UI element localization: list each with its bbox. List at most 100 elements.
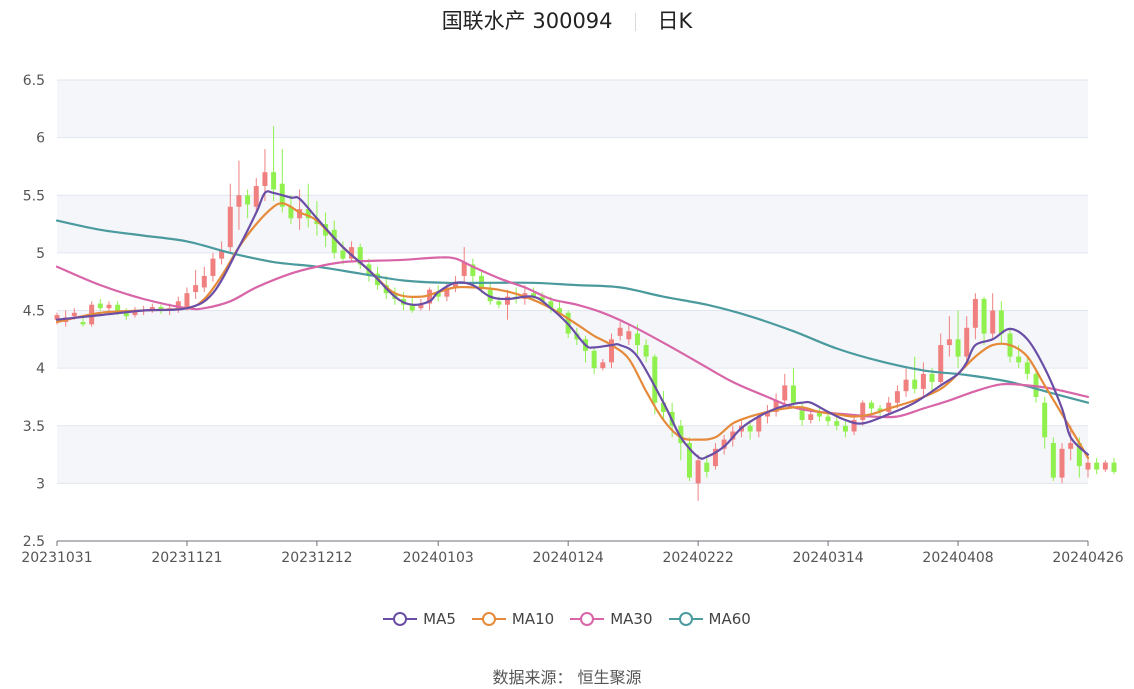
x-tick-label: 20231212 <box>281 550 352 566</box>
candle-body <box>531 293 537 297</box>
candle-body <box>340 250 346 259</box>
candle <box>782 373 788 406</box>
candle-body <box>660 402 666 412</box>
candle-body <box>1094 462 1100 470</box>
candle-body <box>227 206 233 248</box>
y-tick-label: 5.5 <box>23 188 45 204</box>
candle <box>964 316 970 363</box>
candle-body <box>1076 443 1082 467</box>
candle <box>184 287 190 311</box>
candle-body <box>1050 443 1056 478</box>
candle-body <box>877 408 883 412</box>
candle-body <box>946 339 952 346</box>
candle-body <box>461 262 467 276</box>
legend-item-ma60[interactable]: MA60 <box>668 610 751 628</box>
candle <box>149 303 155 313</box>
candle-body <box>1059 448 1065 478</box>
legend-item-ma30[interactable]: MA30 <box>570 610 653 628</box>
candle-body <box>695 460 701 484</box>
candle-body <box>972 298 978 328</box>
candle-body <box>357 247 363 265</box>
candle-body <box>539 296 545 302</box>
candle-body <box>860 402 866 420</box>
candle <box>444 281 450 302</box>
candle-body <box>1016 356 1022 363</box>
candle <box>790 368 796 409</box>
background-band <box>57 310 1088 369</box>
background-band <box>57 80 1088 138</box>
candle-body <box>106 304 112 309</box>
candle-body <box>790 385 796 403</box>
y-tick-label: 3.5 <box>23 419 45 435</box>
candle <box>539 292 545 305</box>
candle-body <box>288 206 294 219</box>
period-label: 日K <box>657 9 693 33</box>
candle-body <box>704 462 710 472</box>
candle <box>253 177 259 213</box>
candle-body <box>262 172 268 187</box>
candle <box>340 241 346 265</box>
candle <box>288 195 294 225</box>
candle-body <box>964 327 970 357</box>
candle <box>972 293 978 340</box>
candle <box>97 298 103 311</box>
legend: MA5 MA10 MA30 MA60 <box>0 610 1134 630</box>
candle <box>505 289 511 320</box>
candle-body <box>236 195 242 207</box>
candle-body <box>175 301 181 309</box>
legend-item-ma5[interactable]: MA5 <box>383 610 456 628</box>
candle-body <box>981 298 987 334</box>
candle <box>894 385 900 409</box>
candle-body <box>808 414 814 420</box>
legend-marker-icon <box>471 612 506 626</box>
candle <box>1111 458 1117 475</box>
candle-body <box>617 327 623 336</box>
candle <box>227 183 233 253</box>
candle <box>591 347 597 374</box>
candle-body <box>505 296 511 305</box>
candle-body <box>349 247 355 259</box>
candle <box>479 270 485 294</box>
candle-body <box>305 209 311 219</box>
candle-body <box>1024 362 1030 374</box>
candle-body <box>990 310 996 334</box>
candle-body <box>193 285 199 293</box>
chart-title: 国联水产 300094 日K <box>0 6 1134 36</box>
candle-body <box>435 292 441 297</box>
candle-body <box>158 307 164 311</box>
x-tick-label: 20240408 <box>922 550 993 566</box>
candle-body <box>80 322 86 325</box>
candle-body <box>912 379 918 389</box>
x-tick-label: 20240314 <box>792 550 863 566</box>
candle-body <box>427 289 433 304</box>
candle-body <box>868 402 874 409</box>
candle <box>305 183 311 228</box>
candle-body <box>201 275 207 288</box>
candle-body <box>894 391 900 403</box>
candle <box>756 414 762 438</box>
candle-body <box>756 416 762 432</box>
candle <box>608 333 614 369</box>
candle-body <box>210 258 216 276</box>
candle-body <box>444 287 450 297</box>
candle <box>1068 425 1074 461</box>
candle-body <box>799 408 805 420</box>
candle-body <box>903 379 909 392</box>
legend-item-ma10[interactable]: MA10 <box>471 610 555 628</box>
candle <box>210 252 216 282</box>
candle-body <box>470 264 476 276</box>
legend-label: MA10 <box>511 610 555 628</box>
legend-label: MA5 <box>423 610 456 628</box>
candle <box>903 368 909 397</box>
candle <box>626 324 632 346</box>
candle <box>981 296 987 346</box>
candle-body <box>1111 462 1117 472</box>
title-separator <box>634 13 636 31</box>
legend-label: MA30 <box>610 610 653 628</box>
x-tick-label: 20231121 <box>151 550 222 566</box>
candle <box>600 358 606 371</box>
candle-body <box>1102 462 1108 470</box>
x-tick-label: 20240124 <box>533 550 604 566</box>
candle <box>660 391 666 420</box>
candle <box>721 434 727 455</box>
